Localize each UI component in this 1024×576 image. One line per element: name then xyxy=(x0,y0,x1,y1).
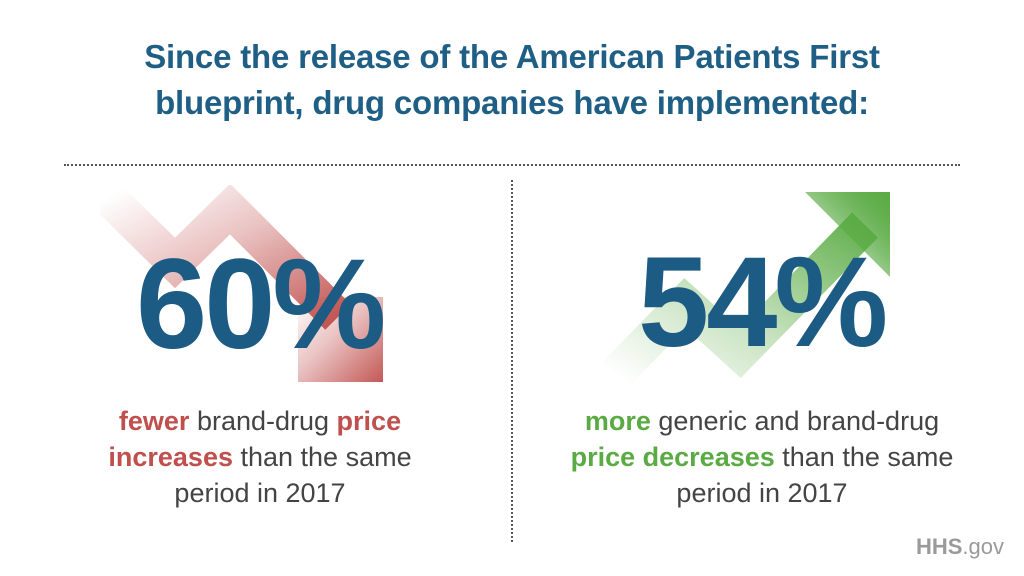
stat-right: 54% xyxy=(638,231,888,374)
vertical-divider xyxy=(511,180,513,542)
page-title: Since the release of the American Patien… xyxy=(20,34,1004,126)
keyword-fewer: fewer xyxy=(118,406,190,436)
trend-down-arrow-icon xyxy=(100,185,383,382)
hhs-logo: HHS.gov xyxy=(915,534,1004,559)
keyword-price-decreases: price decreases xyxy=(570,442,775,472)
stat-left: 60% xyxy=(136,233,386,376)
keyword-more: more xyxy=(584,406,651,436)
trend-up-arrow-icon xyxy=(602,192,890,385)
horizontal-divider xyxy=(64,164,960,166)
title-line-2: blueprint, drug companies have implement… xyxy=(155,84,869,121)
description-left: fewer brand-drug price increases than th… xyxy=(108,406,412,508)
description-right: more generic and brand-drug price decrea… xyxy=(570,406,954,508)
keyword-price: price xyxy=(336,406,402,436)
title-line-1: Since the release of the American Patien… xyxy=(144,38,880,75)
keyword-increases: increases xyxy=(108,442,233,472)
